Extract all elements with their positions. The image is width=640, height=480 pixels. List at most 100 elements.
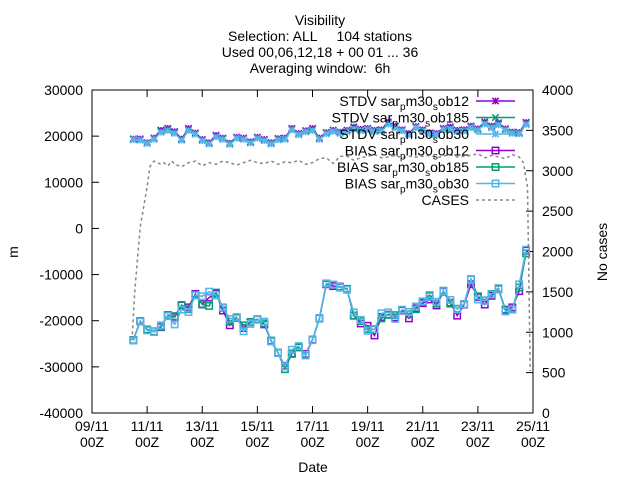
y-axis-label: m — [5, 246, 21, 258]
data-point — [501, 126, 510, 134]
data-point — [315, 135, 324, 144]
data-point — [308, 336, 317, 345]
x-tick-label-date: 23/11 — [461, 418, 495, 434]
data-point — [294, 131, 303, 139]
series-cases — [131, 153, 531, 372]
legend-entry: BIAS sarpm30sob30 — [345, 176, 515, 196]
data-point — [294, 342, 303, 351]
data-point — [522, 120, 530, 129]
data-point — [136, 136, 144, 145]
data-point — [453, 305, 462, 314]
x-tick-label-hour: 00Z — [466, 434, 491, 450]
data-point — [239, 135, 248, 144]
data-point — [411, 302, 420, 311]
data-point — [177, 136, 186, 145]
data-point — [253, 134, 262, 143]
y2-axis-label: No cases — [594, 223, 610, 281]
data-point — [260, 317, 269, 326]
data-point — [467, 124, 475, 132]
data-point — [357, 126, 365, 135]
y-tick-label: -40000 — [39, 405, 83, 421]
data-point — [481, 120, 489, 128]
y-tick-label: -20000 — [39, 313, 83, 329]
data-point — [412, 124, 420, 132]
data-point — [212, 291, 220, 300]
y-tick-label: 0 — [75, 220, 83, 236]
x-tick-label-hour: 00Z — [356, 434, 381, 450]
legend-marker — [491, 130, 500, 138]
data-point — [343, 127, 351, 136]
data-point — [218, 303, 227, 312]
data-point — [177, 301, 186, 309]
data-point — [487, 124, 496, 132]
legend-entry: BIAS sarpm30sob185 — [337, 159, 515, 179]
data-point — [508, 305, 517, 314]
data-point — [267, 337, 276, 346]
y2-tick-label: 1000 — [542, 324, 573, 340]
data-point — [474, 126, 482, 134]
data-point — [343, 285, 351, 294]
data-point — [356, 315, 365, 324]
y2-tick-label: 2500 — [542, 203, 573, 219]
data-point — [164, 126, 172, 135]
legend-label: BIAS sarpm30sob12 — [345, 143, 469, 163]
data-point — [515, 130, 523, 138]
data-point — [170, 320, 179, 329]
series-stdv-sar-ob30 — [129, 120, 530, 149]
data-point — [288, 126, 296, 134]
data-point — [460, 300, 469, 309]
y-tick-label: 20000 — [44, 128, 83, 144]
data-point — [191, 130, 200, 139]
data-point — [336, 129, 344, 138]
data-point — [274, 349, 282, 357]
data-point — [446, 125, 455, 133]
data-point — [198, 137, 206, 145]
data-point — [487, 290, 496, 299]
data-point — [377, 127, 386, 135]
data-point — [425, 292, 434, 301]
legend-entry: BIAS sarpm30sob12 — [345, 143, 515, 163]
data-point — [432, 297, 441, 306]
legend-marker — [491, 97, 500, 105]
x-tick-label-hour: 00Z — [521, 434, 546, 450]
data-point — [494, 121, 503, 129]
x-tick-label-hour: 00Z — [300, 434, 325, 450]
data-point — [480, 296, 489, 305]
y2-tick-label: 4000 — [542, 82, 573, 98]
x-tick-label-date: 17/11 — [296, 418, 330, 434]
data-point — [143, 139, 151, 148]
y2-tick-label: 2000 — [542, 244, 573, 260]
data-point — [363, 125, 372, 134]
data-point — [136, 317, 145, 326]
data-point — [232, 313, 241, 321]
series-line-cases — [131, 153, 531, 372]
legend-label: STDV sarpm30sob185 — [332, 110, 470, 130]
data-point — [157, 128, 165, 137]
x-tick-label-hour: 00Z — [135, 434, 160, 450]
data-point — [239, 327, 248, 336]
data-point — [281, 135, 289, 144]
y2-tick-label: 500 — [542, 365, 566, 381]
legend-entry: STDV sarpm30sob185 — [332, 110, 515, 130]
x-tick-label-hour: 00Z — [411, 434, 436, 450]
data-point — [370, 325, 379, 333]
legend-label: STDV sarpm30sob12 — [339, 93, 469, 113]
legend-label: CASES — [422, 192, 469, 208]
data-point — [425, 130, 434, 139]
chart-title-line-3: Used 00,06,12,18 + 00 01 ... 36 — [221, 44, 419, 60]
data-point — [198, 292, 207, 301]
x-tick-label-date: 25/11 — [516, 418, 550, 434]
data-point — [515, 280, 524, 289]
data-point — [432, 131, 441, 139]
chart-title-line-4: Averaging window: 6h — [249, 60, 391, 76]
data-point — [274, 136, 282, 144]
data-point — [280, 362, 289, 371]
data-point — [129, 136, 138, 144]
y2-tick-label: 0 — [542, 405, 550, 421]
data-point — [384, 120, 393, 128]
x-tick-label-date: 11/11 — [131, 418, 164, 434]
data-point — [246, 319, 255, 328]
data-point — [460, 127, 468, 135]
data-point — [391, 314, 400, 323]
data-point — [205, 140, 213, 148]
